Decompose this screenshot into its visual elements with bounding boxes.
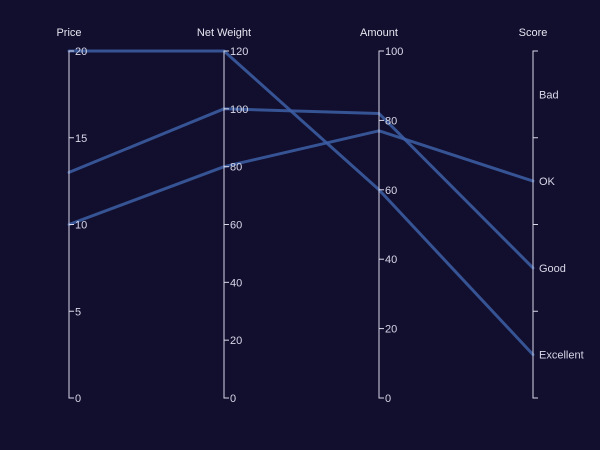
- tick-label-5: 5: [75, 306, 81, 318]
- record-line-3: [67, 129, 535, 226]
- tick-label-20: 20: [385, 324, 397, 336]
- tick-label-0: 0: [230, 393, 236, 405]
- tick-label-20: 20: [75, 46, 87, 58]
- tick-label-excellent: Excellent: [539, 350, 584, 362]
- axis-line-amount: [378, 50, 384, 399]
- tick-label-40: 40: [230, 277, 242, 289]
- axis-score: Score Excellent Good OK Bad: [519, 27, 584, 399]
- record-line-1: [67, 49, 535, 357]
- tick-label-20: 20: [230, 335, 242, 347]
- tick-label-15: 15: [75, 133, 87, 145]
- axis-net-weight: Net Weight 0 20 40 60 80 100 120: [197, 27, 251, 405]
- tick-label-80: 80: [230, 162, 242, 174]
- record-line-2: [67, 107, 535, 270]
- tick-label-60: 60: [230, 220, 242, 232]
- axis-title-net-weight: Net Weight: [197, 27, 251, 39]
- tick-label-bad: Bad: [539, 89, 559, 101]
- tick-label-100: 100: [385, 46, 403, 58]
- axis-price: Price 0 5 10 15 20: [56, 27, 87, 405]
- axis-title-price: Price: [56, 27, 81, 39]
- tick-label-0: 0: [385, 393, 391, 405]
- axis-title-amount: Amount: [360, 27, 398, 39]
- tick-label-0: 0: [75, 393, 81, 405]
- series-lines: [67, 49, 535, 357]
- tick-label-good: Good: [539, 263, 566, 275]
- tick-label-60: 60: [385, 185, 397, 197]
- tick-label-10: 10: [75, 220, 87, 232]
- tick-label-80: 80: [385, 115, 397, 127]
- tick-label-ok: OK: [539, 176, 556, 188]
- axis-amount: Amount 0 20 40 60 80 100: [360, 27, 403, 405]
- tick-label-120: 120: [230, 46, 248, 58]
- tick-label-100: 100: [230, 104, 248, 116]
- tick-label-40: 40: [385, 254, 397, 266]
- axis-title-score: Score: [519, 27, 548, 39]
